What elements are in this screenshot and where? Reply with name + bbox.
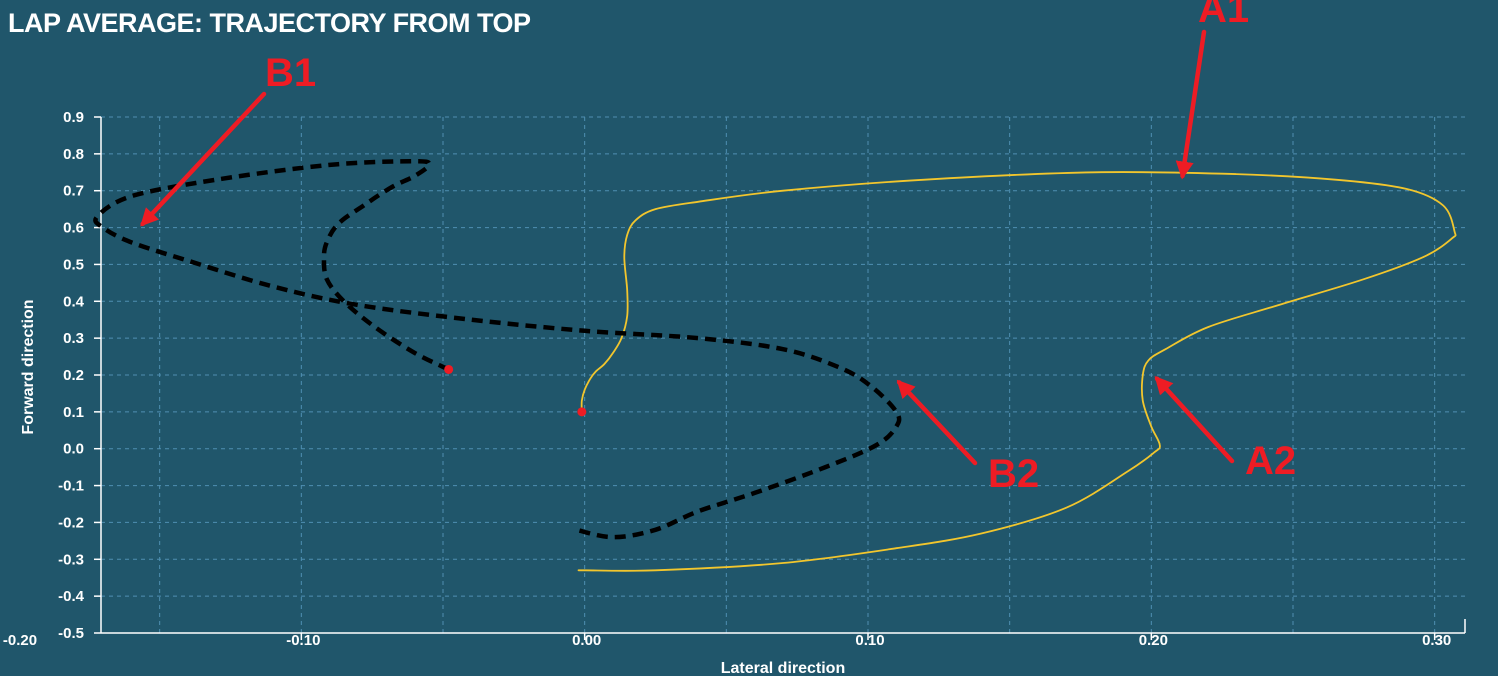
y-tick-label: 0.5: [63, 256, 84, 273]
y-tick-label: 0.2: [63, 367, 84, 384]
y-tick-label: 0.3: [63, 330, 84, 347]
series-line-2: [93, 158, 902, 540]
y-tick-label: -0.4: [58, 588, 85, 605]
annotations-layer: A1 A2 B1 B2: [140, 0, 1296, 496]
y-tick-label: 0.7: [63, 183, 84, 200]
y-tick-label: 0.0: [63, 441, 84, 458]
annotation-arrow-b1: [140, 91, 267, 227]
chart-title: LAP AVERAGE: TRAJECTORY FROM TOP: [8, 8, 531, 38]
annotation-label-b2: B2: [988, 452, 1039, 496]
y-tick-label: 0.6: [63, 220, 84, 237]
annotation-label-a1: A1: [1198, 0, 1249, 31]
x-tick-label: 0.30: [1422, 632, 1451, 649]
series-layer: [93, 158, 1457, 572]
y-tick-label: 0.4: [63, 293, 85, 310]
annotation-arrow-a1: [1175, 29, 1207, 180]
annotation-label-a2: A2: [1245, 439, 1296, 483]
x-tick-label: 0.20: [1139, 632, 1168, 649]
series-line-1: [577, 171, 1457, 572]
annotation-arrow-a2: [1154, 376, 1235, 464]
markers-layer: [444, 364, 587, 417]
y-tick-label: -0.5: [58, 625, 84, 642]
axes: -0.5 -0.4 -0.3 -0.2 -0.1 0.0 0.1 0.2 0.3 0.4 0.5 0.…: [3, 109, 1466, 676]
grid: [101, 116, 1465, 633]
y-tick-label: -0.3: [58, 551, 84, 568]
start-point-1: [577, 407, 587, 417]
annotation-label-b1: B1: [265, 51, 316, 95]
x-tick-label: -0.10: [286, 632, 320, 649]
x-tick-label: 0.10: [855, 632, 884, 649]
y-axis-label: Forward direction: [20, 299, 37, 434]
y-tick-label: 0.8: [63, 146, 84, 163]
annotation-arrow-b2: [896, 379, 978, 466]
y-tick-label: 0.9: [63, 109, 84, 126]
y-tick-label: -0.1: [58, 478, 84, 495]
y-tick-label: -0.2: [58, 514, 84, 531]
x-axis-label: Lateral direction: [721, 660, 845, 676]
start-point-2: [444, 364, 454, 374]
x-tick-label: -0.20: [3, 632, 37, 649]
x-tick-label: 0.00: [572, 632, 601, 649]
y-tick-label: 0.1: [63, 404, 84, 421]
